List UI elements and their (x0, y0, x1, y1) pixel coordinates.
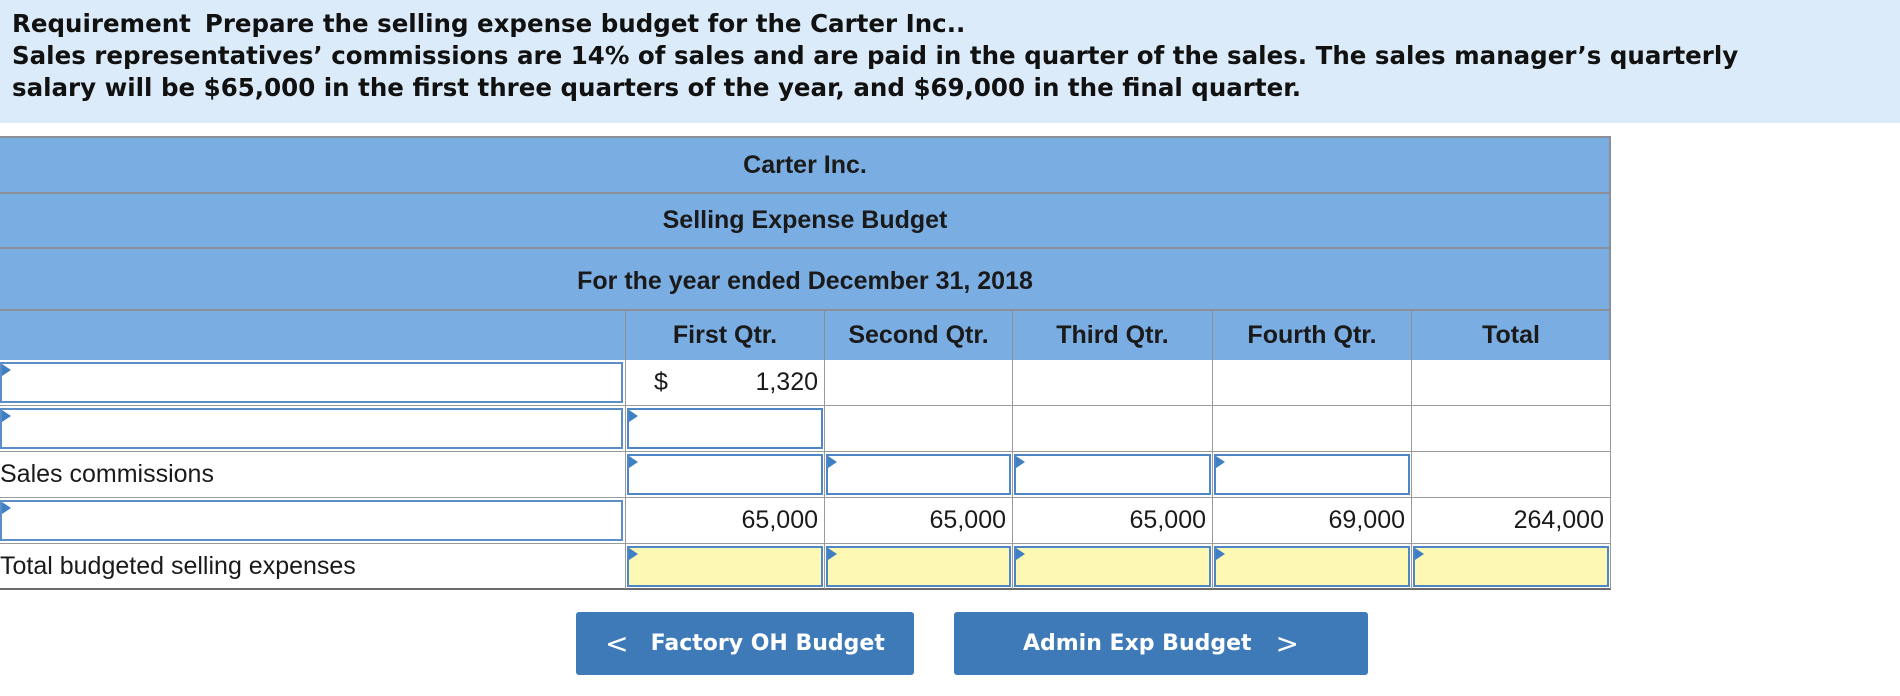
dropdown-marker-icon (828, 456, 837, 468)
dropdown-marker-icon (1216, 456, 1225, 468)
dropdown-marker-icon (828, 548, 837, 560)
fourth-qtr-cell (1212, 360, 1411, 405)
cell-value: 69,000 (1328, 506, 1405, 534)
column-header-first-qtr: First Qtr. (625, 311, 824, 360)
cell-value: 65,000 (741, 506, 818, 534)
dropdown-marker-icon (629, 548, 638, 560)
first-qtr-cell: 65,000 (625, 498, 824, 543)
chevron-left-icon: < (605, 627, 629, 660)
second-qtr-cell (824, 360, 1012, 405)
table-row-total: Total budgeted selling expenses (0, 544, 1611, 590)
annual-total-cell (1411, 544, 1611, 589)
dropdown-marker-icon (629, 410, 638, 422)
row-label-total-budgeted-selling-expenses: Total budgeted selling expenses (0, 552, 356, 580)
third-qtr-total-cell (1012, 544, 1212, 589)
fourth-qtr-input[interactable] (1214, 454, 1410, 495)
total-cell (1411, 406, 1611, 451)
requirement-line-3: salary will be $65,000 in the first thre… (12, 73, 1302, 102)
fourth-qtr-total-input[interactable] (1214, 546, 1410, 587)
dropdown-marker-icon (1016, 456, 1025, 468)
first-qtr-input[interactable] (627, 454, 823, 495)
table-row: $ 1,320 (0, 360, 1611, 406)
cell-value: 65,000 (1129, 506, 1206, 534)
company-name: Carter Inc. (0, 136, 1610, 192)
chevron-right-icon: > (1275, 627, 1300, 660)
third-qtr-cell (1012, 360, 1212, 405)
annual-total-input[interactable] (1413, 546, 1609, 587)
row-label-sales-commissions: Sales commissions (0, 460, 214, 488)
third-qtr-input[interactable] (1014, 454, 1211, 495)
first-qtr-cell (625, 406, 824, 451)
second-qtr-input[interactable] (826, 454, 1011, 495)
row-label-cell (0, 406, 625, 451)
table-row: Sales commissions (0, 452, 1611, 498)
requirement-panel: Requirement Prepare the selling expense b… (0, 0, 1900, 123)
second-qtr-cell (824, 452, 1012, 497)
second-qtr-total-input[interactable] (826, 546, 1011, 587)
row-label-dropdown[interactable] (0, 408, 623, 449)
third-qtr-total-input[interactable] (1014, 546, 1211, 587)
requirement-lead: Requirement (12, 9, 191, 38)
third-qtr-cell: 65,000 (1012, 498, 1212, 543)
column-header-total: Total (1411, 311, 1610, 360)
budget-period: For the year ended December 31, 2018 (0, 247, 1610, 309)
requirement-text-1: Prepare the selling expense budget for t… (204, 9, 966, 38)
dropdown-marker-icon (1016, 548, 1025, 560)
second-qtr-cell (824, 406, 1012, 451)
table-row (0, 406, 1611, 452)
second-qtr-total-cell (824, 544, 1012, 589)
prev-factory-oh-budget-button[interactable]: < Factory OH Budget (576, 612, 914, 675)
row-label-cell (0, 498, 625, 543)
first-qtr-input[interactable] (627, 408, 823, 449)
third-qtr-cell (1012, 406, 1212, 451)
first-qtr-total-cell (625, 544, 824, 589)
column-header-row: First Qtr. Second Qtr. Third Qtr. Fourth… (0, 309, 1610, 360)
fourth-qtr-cell (1212, 452, 1411, 497)
fourth-qtr-total-cell (1212, 544, 1411, 589)
column-header-second-qtr: Second Qtr. (824, 311, 1012, 360)
dropdown-marker-icon (2, 364, 11, 376)
dropdown-marker-icon (1415, 548, 1424, 560)
currency-symbol: $ (654, 368, 668, 396)
dropdown-marker-icon (1216, 548, 1225, 560)
dropdown-marker-icon (2, 502, 11, 514)
dropdown-marker-icon (2, 410, 11, 422)
cell-value: 65,000 (929, 506, 1006, 534)
fourth-qtr-cell: 69,000 (1212, 498, 1411, 543)
third-qtr-cell (1012, 452, 1212, 497)
header-right-border (1609, 136, 1611, 360)
next-button-label: Admin Exp Budget (1022, 631, 1252, 656)
row-label-dropdown[interactable] (0, 362, 623, 403)
second-qtr-cell: 65,000 (824, 498, 1012, 543)
fourth-qtr-cell (1212, 406, 1411, 451)
total-cell: 264,000 (1411, 498, 1611, 543)
prev-button-label: Factory OH Budget (650, 631, 885, 656)
next-admin-exp-budget-button[interactable]: Admin Exp Budget > (954, 612, 1368, 675)
row-label-dropdown[interactable] (0, 500, 623, 541)
column-header-fourth-qtr: Fourth Qtr. (1212, 311, 1411, 360)
total-cell (1411, 452, 1611, 497)
first-qtr-total-input[interactable] (627, 546, 823, 587)
column-header-third-qtr: Third Qtr. (1012, 311, 1212, 360)
first-qtr-cell (625, 452, 824, 497)
budget-title: Selling Expense Budget (0, 192, 1610, 247)
total-cell (1411, 360, 1611, 405)
row-label-cell (0, 360, 625, 405)
dropdown-marker-icon (629, 456, 638, 468)
requirement-line-2: Sales representatives’ commissions are 1… (12, 41, 1739, 70)
requirement-line-1: Requirement Prepare the selling expense b… (12, 8, 1888, 40)
table-row: 65,000 65,000 65,000 69,000 264,000 (0, 498, 1611, 544)
cell-value: 264,000 (1513, 506, 1604, 534)
selling-expense-budget-table: Carter Inc. Selling Expense Budget For t… (0, 136, 1611, 592)
first-qtr-cell: $ 1,320 (625, 360, 824, 405)
cell-value: 1,320 (755, 368, 818, 396)
